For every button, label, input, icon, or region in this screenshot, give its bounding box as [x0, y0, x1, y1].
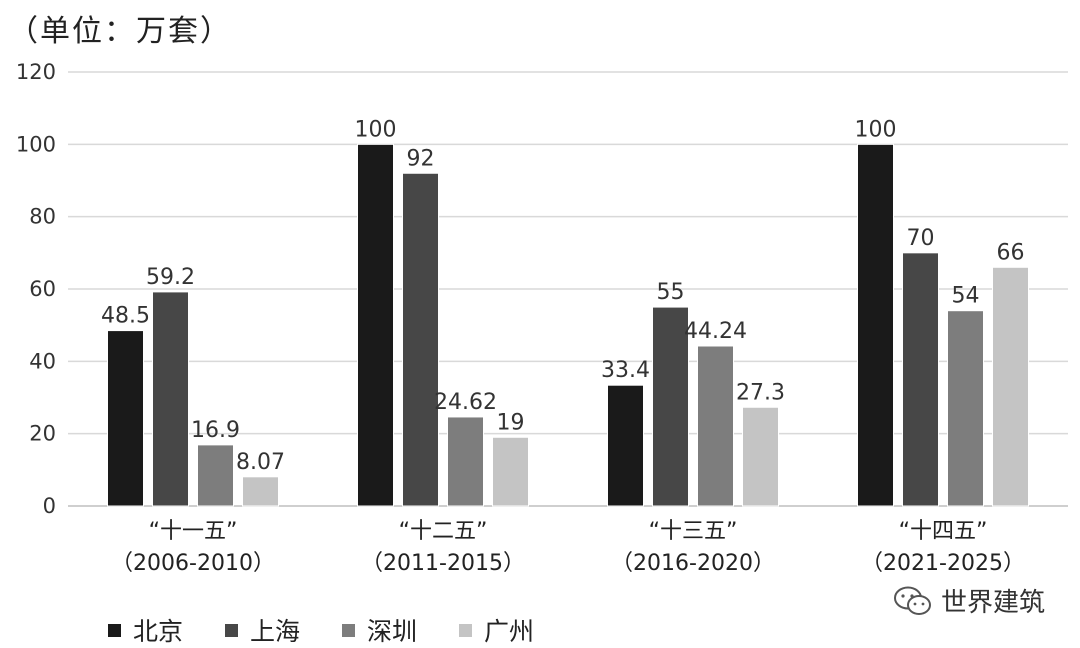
- bar: [107, 330, 144, 507]
- bar: [652, 306, 689, 507]
- data-label: 100: [355, 117, 397, 142]
- data-label: 19: [497, 410, 525, 435]
- bar: [357, 143, 394, 507]
- legend-swatch: [108, 623, 121, 637]
- data-label: 54: [952, 284, 980, 309]
- bar: [197, 444, 234, 507]
- y-axis-ticks: 0 20 40 60 80 100 120: [16, 60, 56, 518]
- x-axis-categories: “十一五” （2006-2010） “十二五” （2011-2015） “十三五” （20…: [111, 519, 1025, 576]
- y-tick-label: 60: [29, 277, 56, 301]
- y-tick-label: 80: [29, 205, 56, 229]
- bar: [902, 252, 939, 507]
- data-label: 48.5: [101, 304, 150, 329]
- legend-item: 深圳: [342, 612, 417, 648]
- legend-label: 广州: [484, 617, 535, 646]
- data-label: 55: [657, 280, 685, 305]
- y-tick-label: 120: [16, 60, 56, 84]
- bar: [607, 384, 644, 507]
- bar: [947, 310, 984, 507]
- watermark-text: 世界建筑: [941, 588, 1046, 618]
- bar: [402, 172, 439, 507]
- y-tick-label: 40: [29, 349, 56, 373]
- y-tick-label: 0: [43, 494, 56, 518]
- data-label: 16.9: [191, 418, 240, 443]
- bar: [242, 476, 279, 507]
- bar: [992, 266, 1029, 507]
- unit-label: （单位：万套）: [8, 14, 232, 49]
- legend-label: 深圳: [367, 617, 418, 646]
- watermark: 世界建筑: [893, 582, 1045, 619]
- wechat-icon: [894, 586, 931, 615]
- x-category-label: “十一五”: [149, 519, 238, 544]
- x-category-label: （2016-2020）: [611, 551, 775, 576]
- bar: [492, 436, 529, 507]
- bar: [857, 143, 894, 507]
- bars: [107, 143, 1029, 507]
- x-category-label: （2021-2025）: [861, 551, 1025, 576]
- data-label: 70: [907, 226, 935, 251]
- y-tick-label: 20: [29, 422, 56, 446]
- bar: [152, 291, 189, 507]
- y-tick-label: 100: [16, 132, 56, 156]
- legend-label: 北京: [133, 617, 184, 646]
- bar: [742, 406, 779, 507]
- legend-swatch: [342, 623, 356, 637]
- data-label: 24.62: [434, 390, 497, 415]
- data-label: 100: [855, 117, 897, 142]
- gridlines: [68, 71, 1068, 507]
- x-category-label: “十四五”: [899, 519, 988, 544]
- data-label: 27.3: [736, 380, 785, 405]
- legend-label: 上海: [250, 617, 301, 646]
- data-label: 33.4: [601, 358, 650, 383]
- legend-item: 广州: [459, 612, 534, 648]
- data-label: 44.24: [684, 319, 747, 344]
- bar-chart: 0 20 40 60 80 100 120 48.5 59.2 16.9 8.07 100 92 24.…: [16, 60, 1068, 576]
- bar: [697, 345, 734, 507]
- legend-item: 北京: [108, 612, 183, 648]
- legend: 北京 上海 深圳 广州: [108, 612, 534, 648]
- legend-item: 上海: [225, 612, 300, 648]
- legend-swatch: [225, 623, 239, 637]
- data-label: 8.07: [236, 450, 285, 475]
- x-category-label: “十三五”: [649, 519, 738, 544]
- data-label: 59.2: [146, 265, 195, 290]
- x-category-label: “十二五”: [399, 519, 488, 544]
- legend-swatch: [459, 623, 473, 637]
- data-label: 92: [407, 146, 435, 171]
- data-label: 66: [997, 240, 1025, 265]
- bar: [447, 416, 484, 507]
- x-category-label: （2011-2015）: [361, 551, 525, 576]
- x-category-label: （2006-2010）: [111, 551, 275, 576]
